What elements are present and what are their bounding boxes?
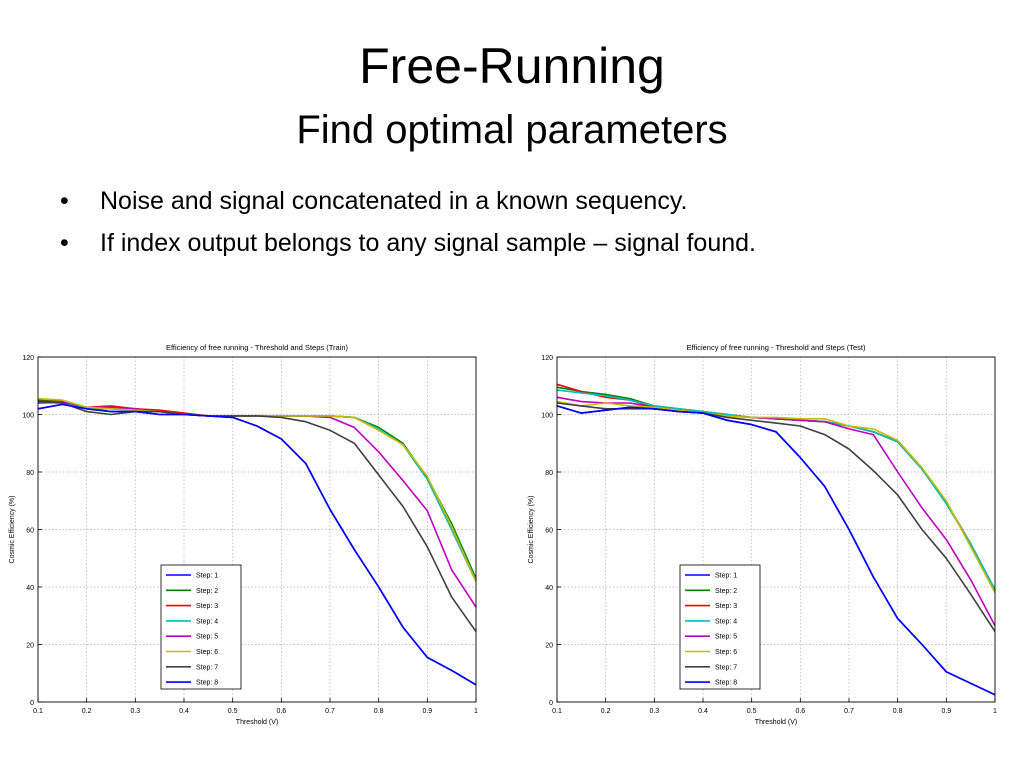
train-xtick-label: 0.1 [33, 708, 43, 715]
test-xtick-label: 0.7 [844, 708, 854, 715]
train-legend-label-2: Step: 2 [196, 588, 218, 595]
test-legend-label-8: Step: 8 [715, 680, 737, 687]
train-xtick-label: 0.3 [130, 708, 140, 715]
bullet-list: • Noise and signal concatenated in a kno… [60, 186, 756, 270]
train-axes-frame [37, 356, 477, 703]
test-legend-label-5: Step: 5 [715, 634, 737, 641]
train-legend-box [160, 564, 242, 690]
bullet-item: • If index output belongs to any signal … [60, 228, 756, 258]
test-xtick-label: 0.1 [552, 708, 562, 715]
train-legend-label-3: Step: 3 [196, 603, 218, 610]
test-ytick-label: 100 [541, 413, 553, 420]
train-ytick-label: 0 [30, 700, 34, 707]
chart-train-svg: 0 20 40 60 80 100 120 0.1 0.2 0.3 0.4 0.5 0.6 0.7 0.8 0… [9, 343, 478, 726]
test-series-line-5 [556, 396, 996, 627]
train-xtick-label: 0.5 [228, 708, 238, 715]
train-ytick-label: 60 [26, 528, 34, 535]
test-ytick-label: 80 [545, 470, 553, 477]
slide-subtitle: Find optimal parameters [296, 108, 728, 152]
test-xtick-label: 0.2 [601, 708, 611, 715]
test-legend-label-2: Step: 2 [715, 588, 737, 595]
test-ytick-label: 40 [545, 585, 553, 592]
test-xtick-label: 0.4 [698, 708, 708, 715]
test-series-line-6 [556, 400, 996, 594]
train-legend-label-4: Step: 4 [196, 618, 218, 625]
test-legend-label-4: Step: 4 [715, 618, 737, 625]
bullet-icon: • [60, 229, 69, 257]
chart-test-svg: 0 20 40 60 80 100 120 0.1 0.2 0.3 0.4 0.5 0.6 0.7 0.8 0… [528, 343, 997, 726]
test-legend-label-6: Step: 6 [715, 649, 737, 656]
train-xtick-label: 0.2 [82, 708, 92, 715]
train-xtick-label: 0.9 [422, 708, 432, 715]
chart-test: 0 20 40 60 80 100 120 0.1 0.2 0.3 0.4 0.5 0.6 0.7 0.8 0… [523, 336, 1013, 741]
test-chart-title: Efficiency of free running - Threshold a… [687, 343, 866, 352]
train-ytick-label: 40 [26, 585, 34, 592]
test-xtick-label: 1 [993, 708, 997, 715]
bullet-icon: • [60, 187, 69, 215]
test-xtick-label: 0.3 [649, 708, 659, 715]
train-ytick-label: 20 [26, 643, 34, 650]
test-xtick-label: 0.6 [795, 708, 805, 715]
test-x-axis-label: Threshold (V) [755, 719, 797, 726]
train-legend-label-1: Step: 1 [196, 573, 218, 580]
test-legend-label-7: Step: 7 [715, 664, 737, 671]
test-legend-label-1: Step: 1 [715, 573, 737, 580]
train-legend-label-8: Step: 8 [196, 680, 218, 687]
train-ytick-label: 100 [22, 413, 34, 420]
test-legend-box [679, 564, 761, 690]
train-series-line-7 [37, 400, 477, 633]
train-x-axis-label: Threshold (V) [236, 719, 278, 726]
test-xtick-label: 0.8 [893, 708, 903, 715]
train-xtick-label: 0.6 [276, 708, 286, 715]
slide-title: Free-Running [359, 38, 665, 94]
train-xtick-label: 0.7 [325, 708, 335, 715]
test-y-axis-label: Cosmic Efficiency (%) [528, 496, 535, 564]
train-chart-title: Efficiency of free running - Threshold a… [166, 343, 349, 352]
train-y-axis-label: Cosmic Efficiency (%) [9, 496, 16, 564]
train-xtick-label: 1 [474, 708, 478, 715]
train-series-line-8 [37, 403, 477, 686]
test-ytick-label: 0 [549, 700, 553, 707]
bullet-text: Noise and signal concatenated in a known… [100, 187, 688, 215]
test-ytick-label: 60 [545, 528, 553, 535]
chart-train: 0 20 40 60 80 100 120 0.1 0.2 0.3 0.4 0.5 0.6 0.7 0.8 0… [4, 336, 494, 741]
test-series-line-7 [556, 402, 996, 633]
test-xtick-label: 0.9 [941, 708, 951, 715]
test-series-line-8 [556, 405, 996, 696]
test-legend-label-3: Step: 3 [715, 603, 737, 610]
train-ytick-label: 80 [26, 470, 34, 477]
train-xtick-label: 0.8 [374, 708, 384, 715]
test-xtick-label: 0.5 [747, 708, 757, 715]
train-legend-label-6: Step: 6 [196, 649, 218, 656]
test-ytick-label: 20 [545, 643, 553, 650]
train-legend-label-7: Step: 7 [196, 664, 218, 671]
train-ytick-label: 120 [22, 355, 34, 362]
test-axes-frame [556, 356, 996, 703]
bullet-item: • Noise and signal concatenated in a kno… [60, 186, 756, 216]
bullet-text: If index output belongs to any signal sa… [100, 229, 756, 257]
train-xtick-label: 0.4 [179, 708, 189, 715]
test-ytick-label: 120 [541, 355, 553, 362]
train-legend-label-5: Step: 5 [196, 634, 218, 641]
